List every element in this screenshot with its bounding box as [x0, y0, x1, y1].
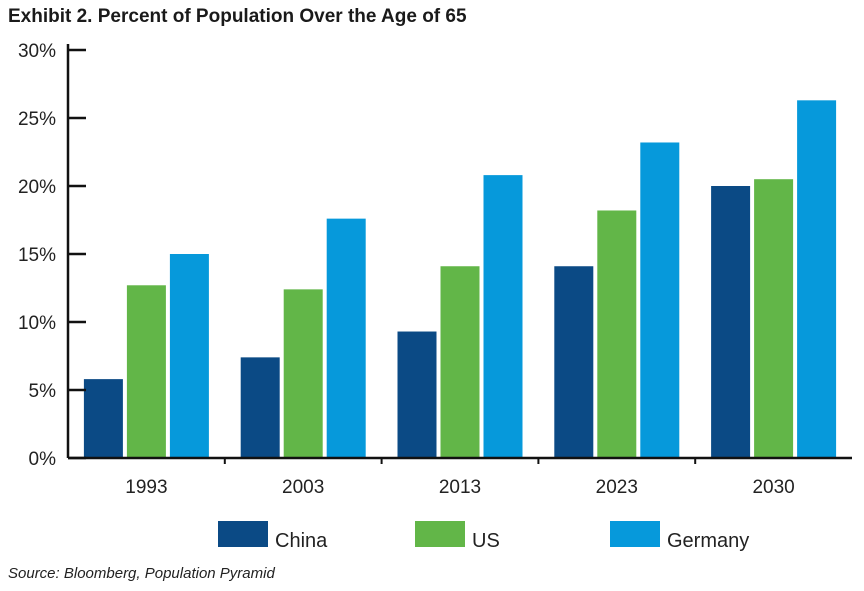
y-tick-label-15: 15%	[18, 245, 56, 266]
x-tick-label-2023: 2023	[596, 477, 638, 498]
bar-us-1993	[126, 285, 166, 458]
bar-us-2013	[440, 266, 480, 458]
y-tick-label-25: 25%	[18, 109, 56, 130]
bar-germany-2013	[483, 175, 523, 458]
bar-china-2013	[397, 331, 437, 458]
legend-label-us: US	[472, 530, 500, 552]
bar-china-2003	[240, 357, 280, 458]
legend-label-germany: Germany	[667, 530, 749, 552]
bar-germany-2023	[640, 142, 680, 459]
bars-layer	[83, 100, 837, 459]
x-tick-label-2030: 2030	[752, 477, 794, 498]
x-tick-label-2003: 2003	[282, 477, 324, 498]
bar-germany-1993	[169, 254, 209, 458]
bar-germany-2003	[326, 218, 366, 458]
y-tick-label-30: 30%	[18, 41, 56, 62]
source-note: Source: Bloomberg, Population Pyramid	[8, 565, 275, 582]
x-tick-label-2013: 2013	[439, 477, 481, 498]
axes-layer: 1993 2003 2013 2023 2030 0% 5% 10% 15% 20% 25% 30%	[18, 41, 852, 498]
y-tick-label-0: 0%	[29, 449, 57, 470]
x-tick-label-1993: 1993	[125, 477, 167, 498]
y-tick-label-5: 5%	[29, 381, 57, 402]
bar-us-2030	[754, 179, 794, 458]
legend-swatch-china	[218, 521, 268, 547]
legend: China US Germany	[218, 521, 749, 552]
bar-us-2023	[597, 210, 637, 458]
legend-label-china: China	[275, 530, 328, 552]
bar-china-1993	[83, 379, 123, 458]
bar-germany-2030	[797, 100, 837, 458]
chart-title: Exhibit 2. Percent of Population Over th…	[8, 6, 467, 27]
legend-swatch-germany	[610, 521, 660, 547]
bar-us-2003	[283, 289, 323, 458]
y-tick-label-10: 10%	[18, 313, 56, 334]
bar-china-2023	[554, 266, 594, 458]
bar-china-2030	[711, 186, 751, 458]
legend-swatch-us	[415, 521, 465, 547]
y-tick-label-20: 20%	[18, 177, 56, 198]
